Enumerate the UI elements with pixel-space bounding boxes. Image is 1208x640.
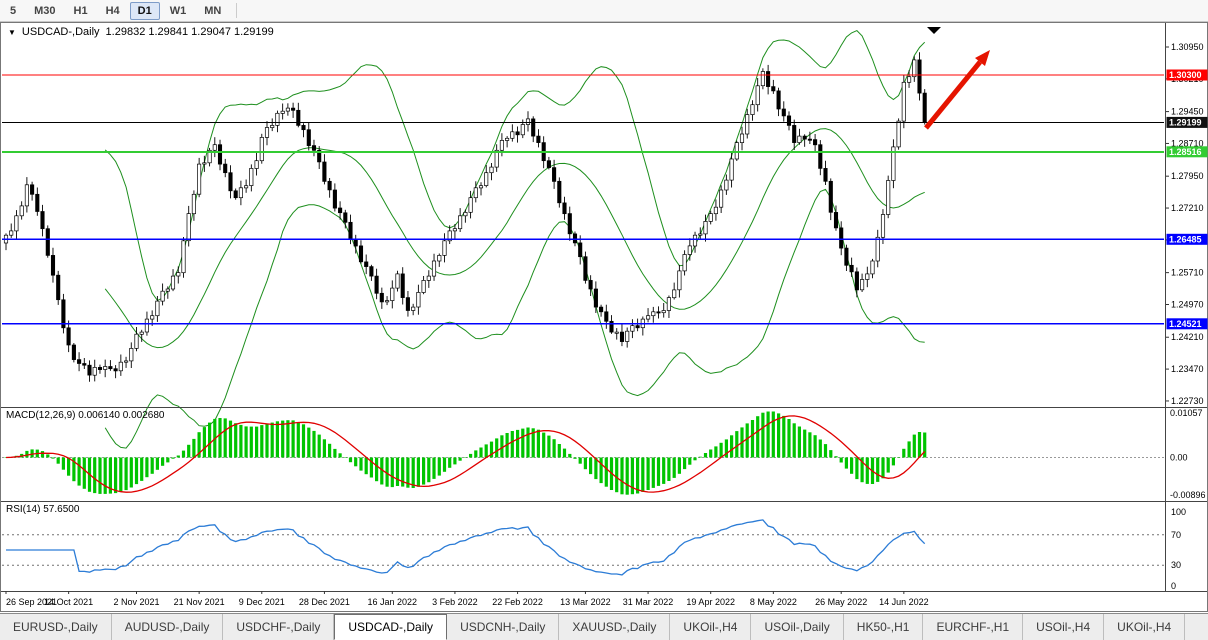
chart-tab-usdcnh-daily[interactable]: USDCNH-,Daily [447, 614, 560, 640]
svg-text:-0.00896: -0.00896 [1170, 490, 1206, 500]
chart-window: 1.309501.302101.294501.287101.279501.272… [0, 22, 1208, 613]
svg-text:30: 30 [1171, 560, 1181, 570]
chart-tab-hk50-h1[interactable]: HK50-,H1 [844, 614, 924, 640]
chart-tab-eurusd-daily[interactable]: EURUSD-,Daily [0, 614, 112, 640]
svg-text:2 Nov 2021: 2 Nov 2021 [113, 597, 159, 607]
svg-text:0.00: 0.00 [1170, 453, 1188, 463]
svg-text:1.23470: 1.23470 [1171, 364, 1204, 374]
svg-text:16 Jan 2022: 16 Jan 2022 [368, 597, 418, 607]
rsi-line [6, 519, 926, 576]
svg-text:14 Oct 2021: 14 Oct 2021 [44, 597, 93, 607]
svg-text:1.22730: 1.22730 [1171, 396, 1204, 406]
svg-text:1.27210: 1.27210 [1171, 203, 1204, 213]
timeframe-button-m30[interactable]: M30 [34, 4, 56, 17]
svg-text:26 Sep 2021: 26 Sep 2021 [6, 597, 57, 607]
macd-histogram [4, 411, 927, 495]
chart-tab-usoil-h4[interactable]: USOil-,H4 [1023, 614, 1105, 640]
svg-text:0.01057: 0.01057 [1170, 408, 1203, 418]
svg-text:26 May 2022: 26 May 2022 [815, 597, 867, 607]
timeframe-toolbar: 5 M30 H1 H4 D1 W1 MN [0, 0, 1208, 22]
svg-text:1.27950: 1.27950 [1171, 171, 1204, 181]
timeframe-button-mn[interactable]: MN [204, 4, 222, 17]
timeframe-button-d1[interactable]: D1 [129, 1, 160, 20]
svg-text:1.26485: 1.26485 [1169, 234, 1202, 244]
chart-tab-ukoil-h4[interactable]: UKOil-,H4 [1104, 614, 1186, 640]
svg-text:14 Jun 2022: 14 Jun 2022 [879, 597, 929, 607]
candlestick-series [3, 52, 927, 382]
timeframe-button-5[interactable]: 5 [10, 4, 17, 17]
svg-text:21 Nov 2021: 21 Nov 2021 [174, 597, 225, 607]
chart-tab-eurchf-h1[interactable]: EURCHF-,H1 [923, 614, 1024, 640]
svg-text:9 Dec 2021: 9 Dec 2021 [239, 597, 285, 607]
svg-text:1.30300: 1.30300 [1169, 70, 1202, 80]
svg-text:1.24210: 1.24210 [1171, 332, 1204, 342]
chart-tab-audusd-daily[interactable]: AUDUSD-,Daily [112, 614, 224, 640]
chart-tab-usoil-daily[interactable]: USOil-,Daily [751, 614, 844, 640]
chart-tab-usdcad-daily[interactable]: USDCAD-,Daily [334, 614, 448, 640]
timeframe-button-w1[interactable]: W1 [169, 4, 187, 17]
bollinger-bands [104, 30, 926, 449]
price-chart-canvas[interactable]: 1.309501.302101.294501.287101.279501.272… [0, 22, 1208, 613]
svg-text:1.29450: 1.29450 [1171, 107, 1204, 117]
svg-text:0: 0 [1171, 581, 1176, 591]
chart-frame [0, 22, 1208, 612]
svg-text:3 Feb 2022: 3 Feb 2022 [432, 597, 478, 607]
svg-text:1.30950: 1.30950 [1171, 42, 1204, 52]
svg-text:31 Mar 2022: 31 Mar 2022 [623, 597, 674, 607]
toolbar-separator [236, 3, 238, 18]
timeframe-button-h1[interactable]: H1 [73, 4, 88, 17]
macd-signal-line [5, 415, 926, 493]
svg-text:22 Feb 2022: 22 Feb 2022 [492, 597, 543, 607]
svg-text:19 Apr 2022: 19 Apr 2022 [686, 597, 735, 607]
window-tabs-bar: EURUSD-,Daily AUDUSD-,Daily USDCHF-,Daily U… [0, 613, 1208, 640]
timeframe-button-h4[interactable]: H4 [105, 4, 120, 17]
peak-marker-icon[interactable] [927, 27, 941, 34]
svg-text:100: 100 [1171, 507, 1186, 517]
chart-tab-ukoil-h4[interactable]: UKOil-,H4 [670, 614, 752, 640]
svg-text:1.28516: 1.28516 [1169, 147, 1202, 157]
svg-text:13 Mar 2022: 13 Mar 2022 [560, 597, 611, 607]
chart-tab-xauusd-daily[interactable]: XAUUSD-,Daily [559, 614, 671, 640]
trend-arrow[interactable] [924, 50, 990, 130]
svg-text:1.25710: 1.25710 [1171, 268, 1204, 278]
svg-text:1.24970: 1.24970 [1171, 299, 1204, 309]
svg-text:1.29199: 1.29199 [1169, 118, 1202, 128]
svg-text:1.24521: 1.24521 [1169, 319, 1202, 329]
chart-tab-usdchf-daily[interactable]: USDCHF-,Daily [223, 614, 335, 640]
svg-text:8 May 2022: 8 May 2022 [750, 597, 797, 607]
svg-text:70: 70 [1171, 530, 1181, 540]
price-badges: 1.30300 1.28516 1.26485 1.24521 1.29199 [1166, 69, 1208, 330]
svg-text:28 Dec 2021: 28 Dec 2021 [299, 597, 350, 607]
svg-text:1.28710: 1.28710 [1171, 138, 1204, 148]
